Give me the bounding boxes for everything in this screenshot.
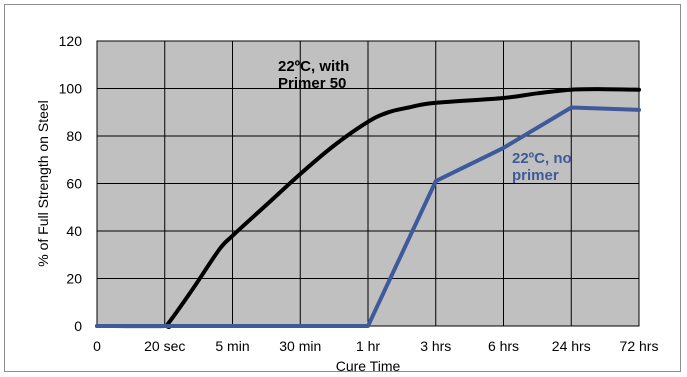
y-axis-title: % of Full Strength on Steel [35, 100, 51, 267]
y-tick-labels: 0 20 40 60 80 100 120 [59, 33, 83, 334]
annotation-line: primer [512, 167, 559, 184]
x-tick-labels: 0 20 sec 5 min 30 min 1 hr 3 hrs 6 hrs 24 hrs 72… [93, 338, 658, 354]
annotation-line: 22ºC, no [512, 150, 572, 167]
x-tick-label: 1 hr [356, 338, 380, 354]
series-line [95, 87, 641, 329]
y-tick-label: 60 [66, 176, 82, 192]
series-layer [95, 87, 641, 329]
y-tick-label: 100 [59, 81, 83, 97]
annotation-line: Primer 50 [278, 75, 346, 92]
x-tick-label: 20 sec [144, 338, 185, 354]
y-tick-label: 120 [59, 33, 83, 49]
x-tick-label: 30 min [279, 338, 321, 354]
x-tick-label: 24 hrs [552, 338, 591, 354]
x-tick-label: 3 hrs [420, 338, 451, 354]
series-line [95, 105, 641, 328]
y-tick-label: 40 [66, 223, 82, 239]
series-annotation-primer: 22ºC, with Primer 50 [278, 58, 354, 92]
y-tick-label: 0 [74, 318, 82, 334]
series-annotation-no-primer: 22ºC, no primer [512, 150, 576, 184]
x-axis-title: Cure Time [336, 358, 401, 374]
x-tick-label: 6 hrs [488, 338, 519, 354]
x-tick-label: 5 min [215, 338, 249, 354]
x-tick-label: 0 [93, 338, 101, 354]
x-tick-label: 72 hrs [620, 338, 659, 354]
y-tick-label: 20 [66, 271, 82, 287]
y-tick-label: 80 [66, 128, 82, 144]
annotation-line: 22ºC, with [278, 58, 349, 75]
